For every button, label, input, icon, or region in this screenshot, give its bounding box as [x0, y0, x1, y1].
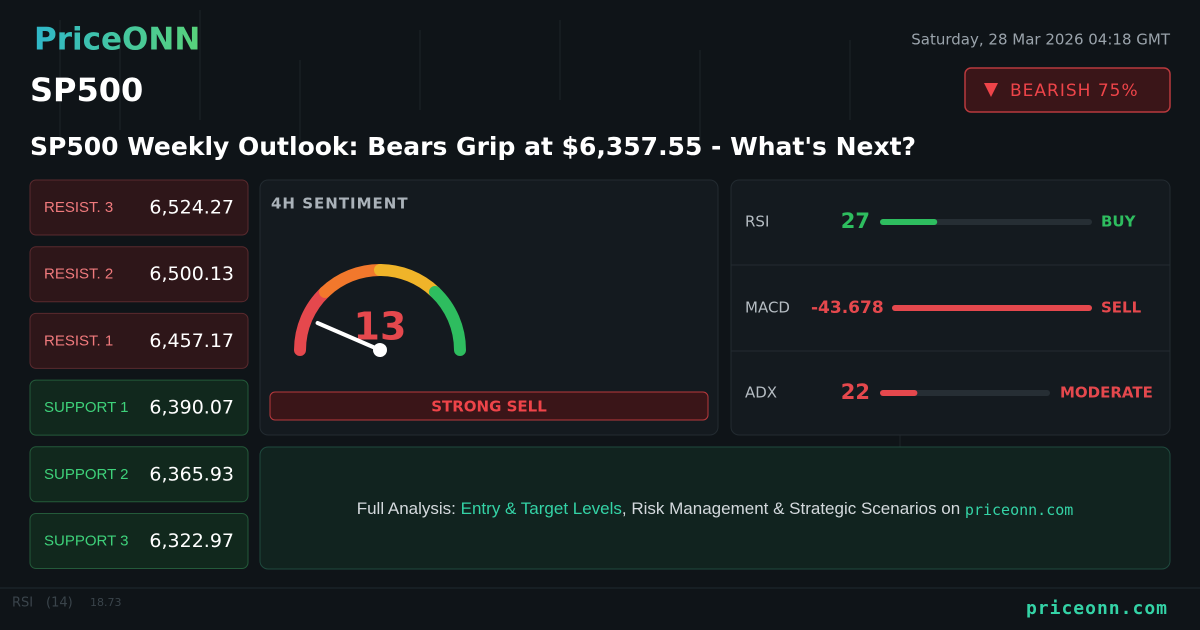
gauge-arc	[294, 264, 466, 356]
level-box	[29, 179, 249, 236]
cta-site: priceonn.com	[965, 501, 1073, 519]
indicator-value: 27	[841, 209, 870, 233]
cta-panel	[259, 446, 1171, 570]
bg-period: (14)	[46, 596, 73, 611]
gauge-hub	[373, 343, 387, 357]
sentiment-panel	[259, 179, 719, 436]
level-box	[29, 446, 249, 503]
indicator-value: -43.678	[811, 298, 884, 318]
indicator-name: RSI	[745, 213, 769, 231]
level-price: 6,322.97	[149, 530, 234, 552]
level-label: SUPPORT 1	[44, 399, 128, 416]
date: Saturday, 28 Mar 2026 04:18 GMT	[911, 31, 1171, 49]
sentiment-title: 4H SENTIMENT	[271, 195, 409, 213]
level-label: RESIST. 1	[44, 332, 113, 349]
cta-lead: Full Analysis:	[357, 499, 461, 518]
level-price: 6,500.13	[149, 263, 234, 285]
indicator-name: ADX	[745, 384, 777, 402]
level-price: 6,390.07	[149, 397, 234, 419]
verdict-box	[269, 391, 709, 421]
level-label: SUPPORT 3	[44, 532, 128, 549]
badge	[964, 67, 1171, 113]
indicator-signal: BUY	[1101, 213, 1137, 231]
logo: PriceONN	[34, 22, 200, 58]
level-price: 6,524.27	[149, 197, 234, 219]
indicator-bar	[880, 219, 938, 225]
badge-text: BEARISH 75%	[1010, 81, 1139, 101]
indicator-bar	[892, 305, 1092, 311]
bg-indicator: RSI	[12, 596, 33, 611]
level-label: RESIST. 2	[44, 266, 113, 283]
footer-site: priceonn.com	[1026, 598, 1168, 619]
bg-reading: 18.73	[90, 596, 122, 609]
level-box	[29, 379, 249, 436]
level-label: RESIST. 3	[44, 199, 113, 216]
badge-arrow	[984, 83, 998, 97]
cta-highlight: Entry & Target Levels	[461, 499, 622, 518]
indicator-track	[880, 390, 1050, 396]
indicator-name: MACD	[745, 299, 790, 317]
level-price: 6,457.17	[149, 330, 234, 352]
level-box	[29, 513, 249, 569]
indicators: RSI 27 BUY MACD -43.678 SELL ADX 22 MODERATE	[745, 209, 1153, 404]
level-box	[29, 246, 249, 303]
levels: RESIST. 3 6,524.27 RESIST. 2 6,500.13 RESIST…	[29, 179, 249, 569]
level-price: 6,365.93	[149, 463, 234, 485]
indicator-signal: MODERATE	[1060, 384, 1153, 402]
verdict: STRONG SELL	[431, 398, 547, 416]
indicator-bar	[880, 390, 918, 396]
cta: Full Analysis: Entry & Target Levels, Ri…	[357, 499, 1074, 518]
gauge-needle	[315, 320, 382, 352]
cta-rest: , Risk Management & Strategic Scenarios …	[622, 499, 965, 518]
headline: SP500 Weekly Outlook: Bears Grip at $6,3…	[30, 132, 916, 161]
level-label: SUPPORT 2	[44, 466, 128, 483]
indicator-signal: SELL	[1101, 299, 1142, 317]
background-candles	[59, 10, 901, 480]
symbol: SP500	[30, 71, 143, 109]
indicator-value: 22	[841, 380, 870, 404]
level-box	[29, 312, 249, 369]
